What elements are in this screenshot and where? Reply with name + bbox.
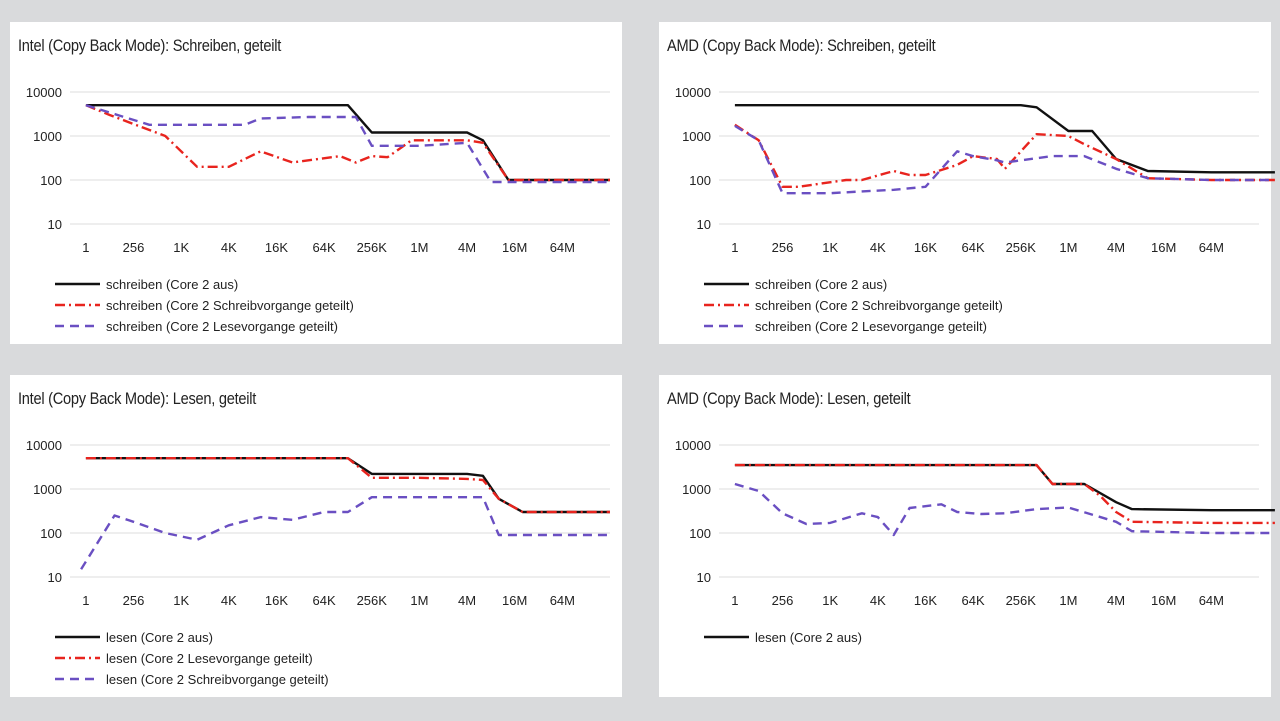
x-tick-label: 64M [550,593,575,608]
x-tick-label: 4K [221,593,237,608]
chart-panel-amd-lesen: AMD (Copy Back Mode): Lesen, geteilt 100… [659,375,1275,697]
chart-svg: 10000 1000 100 10 1 256 1K 4K 16K 64K 256K 1M 4M 16M 6… [26,438,610,687]
legend-label: schreiben (Core 2 Lesevorgange geteilt) [755,319,987,334]
y-tick-label: 10000 [675,85,711,100]
x-tick-label: 1 [82,593,89,608]
x-tick-label: 256K [1006,240,1037,255]
series-line [85,103,610,182]
x-tick-label: 1M [1059,240,1077,255]
x-tick-label: 64K [313,593,336,608]
x-tick-label: 16M [502,593,527,608]
chart-title: Intel (Copy Back Mode): Lesen, geteilt [18,389,257,408]
x-tick-label: 16K [265,240,288,255]
y-tick-label: 10000 [675,438,711,453]
chart-panel-intel-lesen: Intel (Copy Back Mode): Lesen, geteilt 1… [10,375,622,697]
x-tick-label: 4K [221,240,237,255]
x-tick-label: 1M [1059,593,1077,608]
chart-svg: 10000 1000 100 10 1 256 1K 4K 16K 64K 256K 1M 4M 16M 6… [26,85,610,334]
series-line [734,482,1275,537]
series-line [734,463,1275,525]
series-line [734,103,1275,174]
y-tick-label: 100 [689,173,711,188]
x-tick-label: 64M [550,240,575,255]
x-tick-label: 16K [914,593,937,608]
x-tick-label: 4K [870,593,886,608]
x-tick-label: 1M [410,240,428,255]
y-tick-label: 10000 [26,85,62,100]
series-line [80,495,610,570]
chart-title: AMD (Copy Back Mode): Schreiben, geteilt [667,36,936,55]
x-tick-label: 1K [173,240,189,255]
x-tick-label: 16M [502,240,527,255]
x-tick-label: 4K [870,240,886,255]
y-tick-label: 10000 [26,438,62,453]
y-tick-label: 100 [40,526,62,541]
y-tick-label: 10 [697,570,711,585]
series-line [85,104,610,182]
legend-label: lesen (Core 2 Lesevorgange geteilt) [106,651,313,666]
x-tick-label: 256K [1006,593,1037,608]
series-line [734,463,1275,512]
x-tick-label: 1 [731,593,738,608]
x-tick-label: 1 [82,240,89,255]
x-tick-label: 1K [173,593,189,608]
x-tick-label: 4M [458,240,476,255]
x-tick-label: 1M [410,593,428,608]
chart-title: Intel (Copy Back Mode): Schreiben, getei… [18,36,282,55]
x-tick-label: 1K [822,240,838,255]
x-tick-label: 4M [1107,240,1125,255]
y-tick-label: 1000 [33,482,62,497]
x-tick-label: 4M [1107,593,1125,608]
legend-label: schreiben (Core 2 aus) [755,277,887,292]
chart-panel-amd-schreiben: AMD (Copy Back Mode): Schreiben, geteilt… [659,22,1275,344]
y-tick-label: 10 [697,217,711,232]
x-tick-label: 256K [357,593,388,608]
x-tick-label: 256 [772,240,794,255]
x-tick-label: 16M [1151,240,1176,255]
x-tick-label: 64K [313,240,336,255]
x-tick-label: 64M [1199,593,1224,608]
x-tick-label: 256 [123,240,145,255]
series-line [734,124,1275,195]
legend-label: lesen (Core 2 aus) [755,630,862,645]
chart-svg: 10000 1000 100 10 1 256 1K 4K 16K 64K 256K 1M 4M 16M 6… [675,85,1275,334]
series-line [85,104,610,184]
x-tick-label: 16M [1151,593,1176,608]
legend-label: schreiben (Core 2 Lesevorgange geteilt) [106,319,338,334]
y-tick-label: 10 [48,217,62,232]
chart-panel-intel-schreiben: Intel (Copy Back Mode): Schreiben, getei… [10,22,622,344]
series-line [85,456,610,514]
y-tick-label: 1000 [682,129,711,144]
y-tick-label: 100 [689,526,711,541]
legend-label: schreiben (Core 2 Schreibvorgange geteil… [106,298,354,313]
legend-label: schreiben (Core 2 aus) [106,277,238,292]
x-tick-label: 256K [357,240,388,255]
x-tick-label: 64K [962,240,985,255]
x-tick-label: 256 [123,593,145,608]
legend-label: lesen (Core 2 aus) [106,630,213,645]
x-tick-label: 64K [962,593,985,608]
legend-label: lesen (Core 2 Schreibvorgange geteilt) [106,672,329,687]
x-tick-label: 256 [772,593,794,608]
chart-title: AMD (Copy Back Mode): Lesen, geteilt [667,389,911,408]
y-tick-label: 10 [48,570,62,585]
y-tick-label: 1000 [33,129,62,144]
series-line [85,456,610,514]
y-tick-label: 100 [40,173,62,188]
x-tick-label: 16K [265,593,288,608]
y-tick-label: 1000 [682,482,711,497]
x-tick-label: 16K [914,240,937,255]
x-tick-label: 1 [731,240,738,255]
chart-svg: 10000 1000 100 10 1 256 1K 4K 16K 64K 256K 1M 4M 16M 6… [675,438,1275,645]
x-tick-label: 1K [822,593,838,608]
legend-label: schreiben (Core 2 Schreibvorgange geteil… [755,298,1003,313]
x-tick-label: 64M [1199,240,1224,255]
series-line [734,123,1275,189]
x-tick-label: 4M [458,593,476,608]
